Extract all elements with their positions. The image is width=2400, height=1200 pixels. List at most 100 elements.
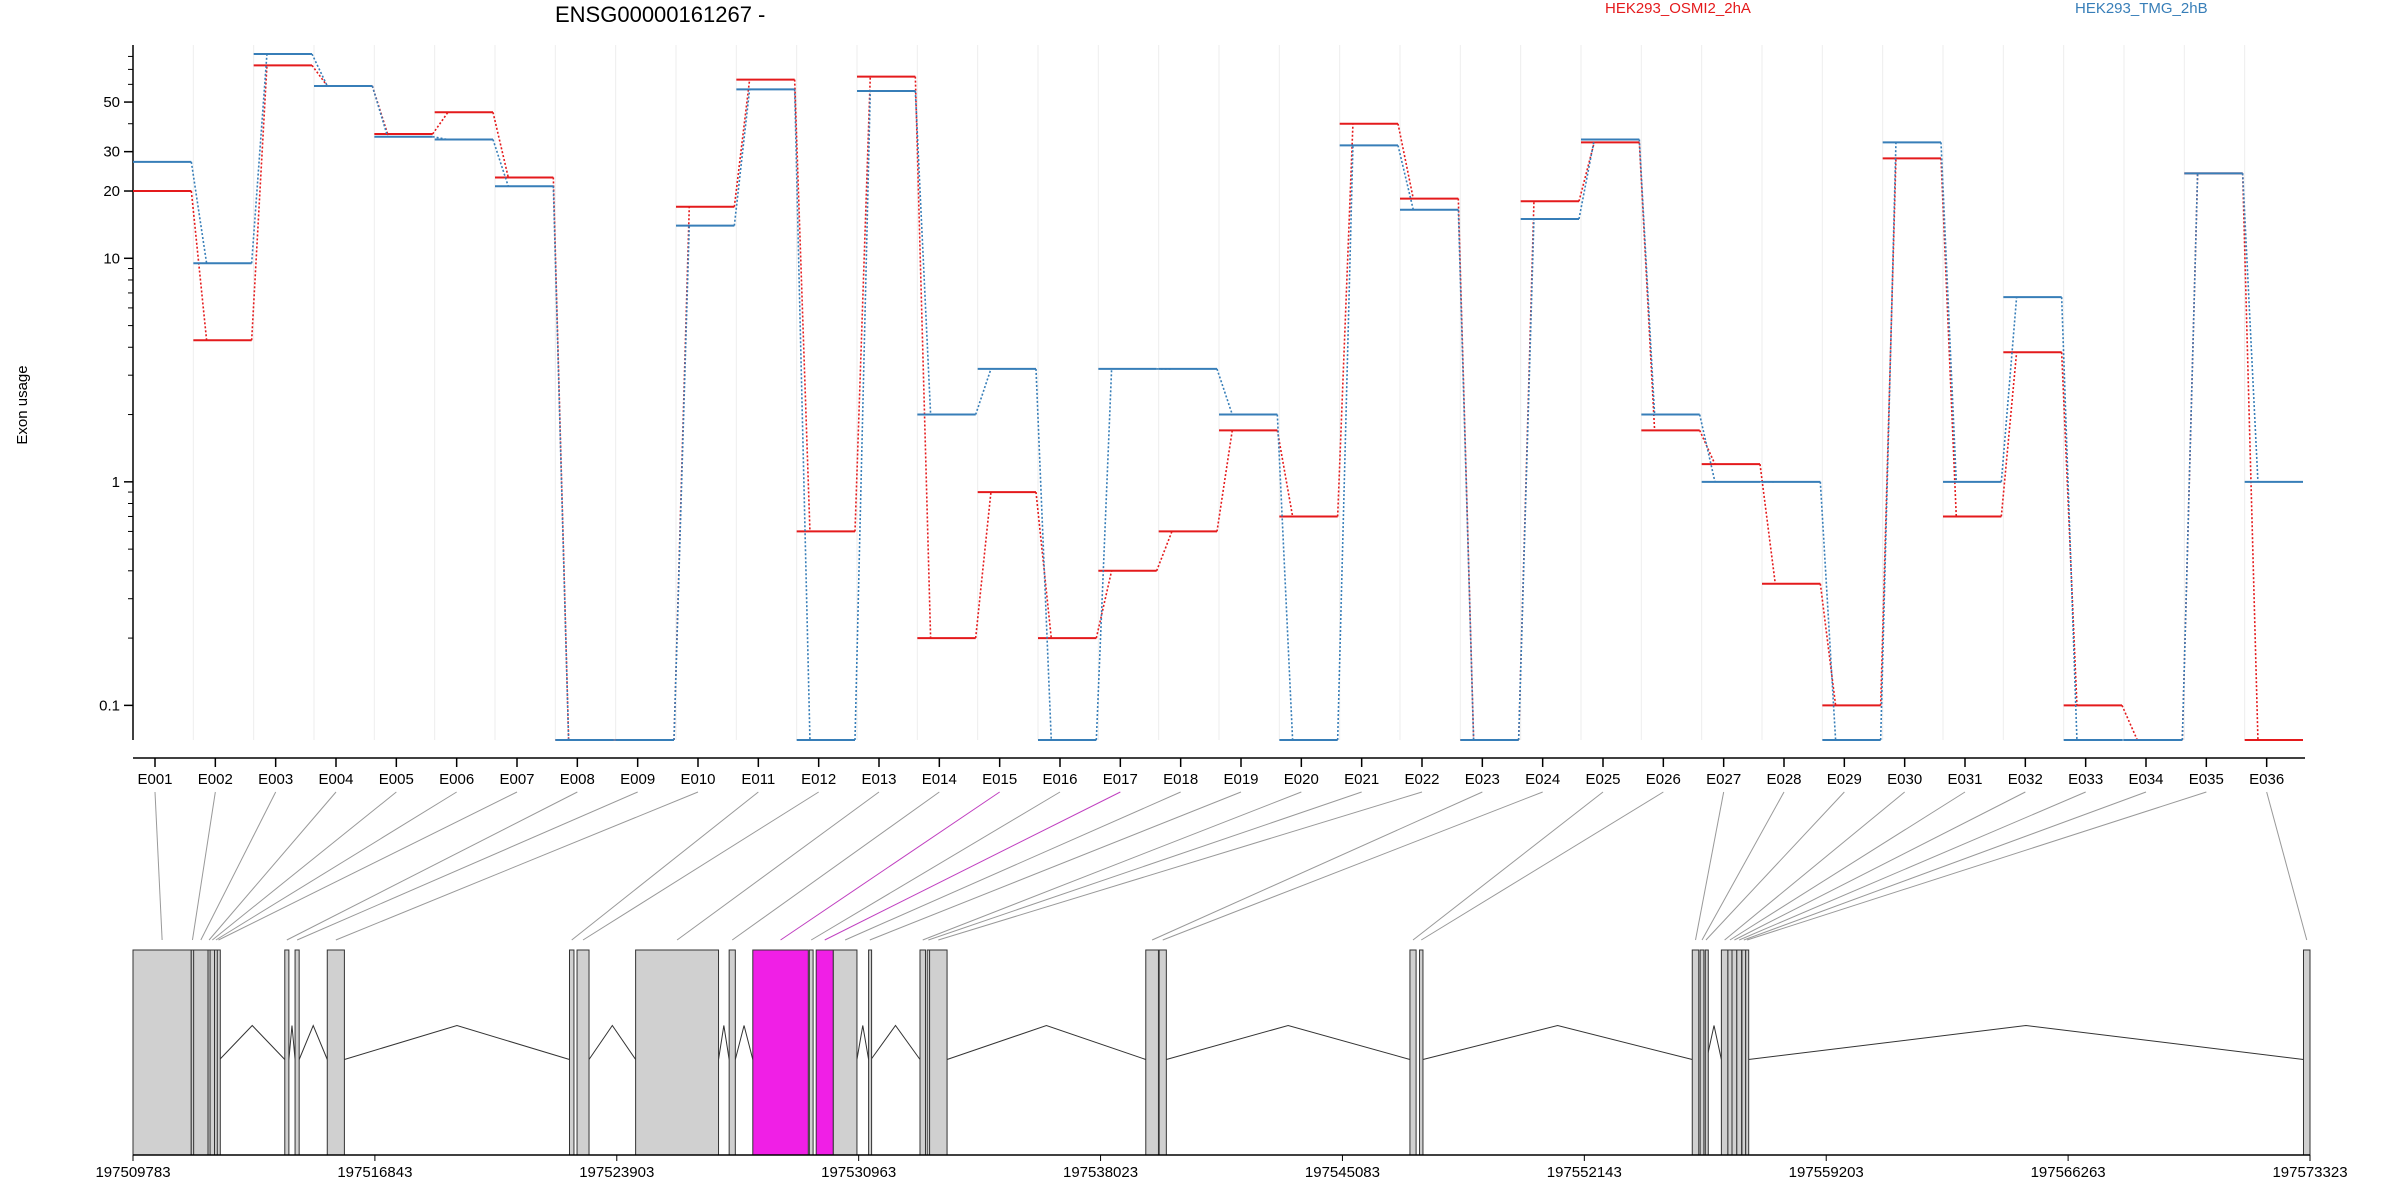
exon-box-e029 [1704, 949, 1709, 1156]
series-connector [1216, 430, 1234, 532]
connector-e012 [582, 791, 819, 941]
connector-e023 [1151, 791, 1483, 941]
connector-e018 [844, 791, 1181, 941]
series-connector [1819, 583, 1837, 706]
exon-box-e025 [1409, 949, 1417, 1156]
intron-line [946, 1024, 1146, 1060]
series-connector [854, 91, 872, 741]
series-connector [1578, 139, 1596, 220]
exon-box-e024 [1158, 949, 1167, 1156]
exon-box-e003 [193, 949, 209, 1156]
intron-line [1422, 1024, 1693, 1060]
exon-box-e001 [132, 949, 192, 1156]
connector-e011 [571, 791, 759, 941]
connector-e031 [1729, 791, 1966, 941]
x-axis: E001 E002 E003 E004 E005 E006 E007 E008 E009 E010… [133, 757, 2305, 788]
connector-e028 [1701, 791, 1785, 941]
connector-e032 [1734, 791, 2026, 941]
connector-e024 [1162, 791, 1543, 941]
exon-box-e010 [326, 949, 345, 1156]
x-tick-label-e006: E006 [439, 771, 474, 788]
series-connector [371, 85, 389, 137]
series-connector [1940, 142, 1958, 482]
x-tick-label-e035: E035 [2189, 771, 2224, 788]
series-connector [733, 89, 751, 226]
exon-box-e007 [216, 949, 221, 1156]
series-connector [1819, 481, 1837, 741]
series-connector [1517, 218, 1535, 741]
series-connector [311, 53, 328, 87]
series-connector [974, 491, 992, 639]
x-tick-label-e004: E004 [318, 771, 353, 788]
series-connector [914, 91, 932, 415]
x-tick-label-e032: E032 [2008, 771, 2043, 788]
x-tick-label-e008: E008 [560, 771, 595, 788]
exon-box-e028 [1699, 949, 1705, 1156]
x-tick-label-e001: E001 [137, 771, 172, 788]
exon-box-e032 [1731, 949, 1738, 1156]
series-connector [793, 89, 811, 741]
legend-series-tmg: HEK293_TMG_2hB [2075, 0, 2208, 17]
connector-e009 [296, 791, 638, 941]
connector-e005 [212, 791, 397, 941]
connector-e027 [1695, 791, 1725, 941]
series-connector [2060, 352, 2078, 706]
series-connector [974, 368, 992, 415]
y-axis: 0.1 1 10 20 30 50 [99, 45, 134, 740]
exon-box-e018 [832, 949, 858, 1156]
intron-line [298, 1024, 328, 1060]
x-tick-label-e018: E018 [1163, 771, 1198, 788]
x-tick-label-e030: E030 [1887, 771, 1922, 788]
coordinate-label: 197509783 [95, 1164, 170, 1181]
exon-box-e026 [1419, 949, 1424, 1156]
exon-box-e014 [728, 949, 736, 1156]
x-tick-label-e003: E003 [258, 771, 293, 788]
series-connector [914, 76, 932, 639]
x-tick-label-e007: E007 [499, 771, 534, 788]
coordinate-label: 197559203 [1789, 1164, 1864, 1181]
connector-e001 [154, 791, 163, 941]
connector-e008 [286, 791, 578, 941]
intron-line [734, 1025, 754, 1060]
x-tick-label-e031: E031 [1947, 771, 1982, 788]
exon-box-e019 [868, 949, 873, 1156]
coordinate-label: 197516843 [337, 1164, 412, 1181]
x-tick-label-e022: E022 [1404, 771, 1439, 788]
series-connector [733, 79, 751, 207]
exon-box-e009 [294, 949, 300, 1156]
x-tick-label-e036: E036 [2249, 771, 2284, 788]
intron-line [1166, 1024, 1411, 1060]
series-connector [1035, 368, 1053, 741]
series-connector [1397, 145, 1415, 210]
series-connector [1638, 142, 1656, 431]
series-connector [1216, 368, 1234, 415]
x-tick-label-e027: E027 [1706, 771, 1741, 788]
series-connector [1336, 145, 1354, 741]
series-connector [190, 190, 208, 341]
y-tick-label: 20 [103, 183, 120, 200]
y-axis-label: Exon usage [14, 365, 31, 444]
x-tick-label-e005: E005 [379, 771, 414, 788]
exon-box-e031 [1727, 949, 1733, 1156]
connector-e034 [1743, 791, 2147, 941]
x-tick-label-e016: E016 [1042, 771, 1077, 788]
exon-box-e034 [1741, 949, 1747, 1156]
exon-box-e008 [284, 949, 290, 1156]
x-tick-label-e014: E014 [922, 771, 957, 788]
exon-connectors [154, 791, 2308, 941]
coordinate-label: 197552143 [1547, 1164, 1622, 1181]
series-connector [1638, 139, 1656, 415]
y-tick-label: 30 [103, 144, 120, 161]
y-tick-label: 1 [112, 474, 120, 491]
connector-e010 [335, 791, 699, 941]
series-connector [432, 111, 449, 135]
x-tick-label-e024: E024 [1525, 771, 1560, 788]
coordinate-label: 197545083 [1305, 1164, 1380, 1181]
x-tick-label-e010: E010 [680, 771, 715, 788]
intron-line [344, 1024, 570, 1060]
intron-line [718, 1025, 730, 1060]
intron-line [1748, 1024, 2304, 1060]
y-tick-label: 0.1 [99, 697, 120, 714]
coordinate-label: 197530963 [821, 1164, 896, 1181]
